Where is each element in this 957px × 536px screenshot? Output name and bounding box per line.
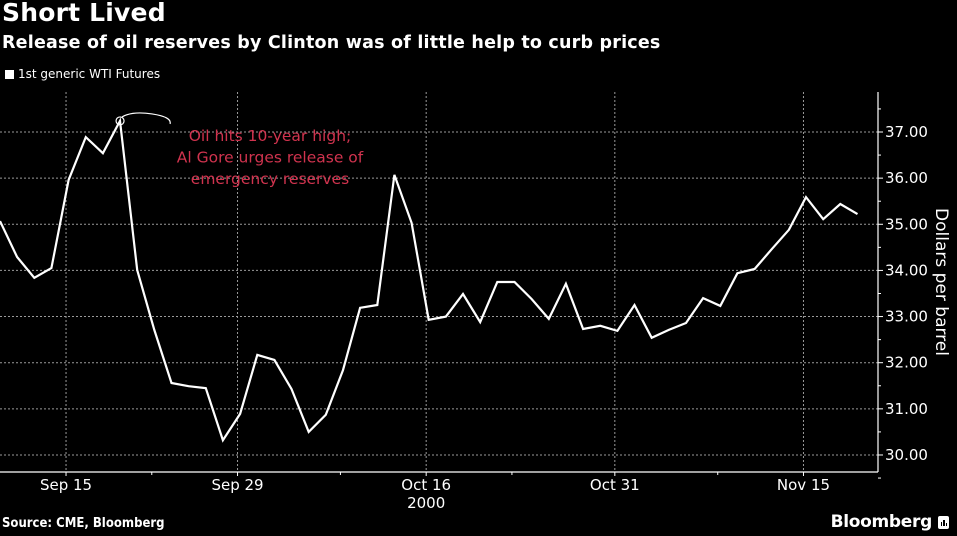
x-tick-sublabel: 2000 xyxy=(407,494,445,512)
annotation-leader xyxy=(121,112,171,125)
gridlines xyxy=(0,92,878,472)
y-tick-label: 37.00 xyxy=(885,123,928,141)
x-tick-label: Oct 16 xyxy=(401,476,451,494)
brand: Bloomberg xyxy=(831,512,949,532)
bloomberg-terminal-icon xyxy=(938,515,949,529)
y-tick-label: 36.00 xyxy=(885,169,928,187)
legend-label: 1st generic WTI Futures xyxy=(18,67,161,81)
y-tick-label: 33.00 xyxy=(885,308,928,326)
series-line xyxy=(0,117,859,443)
series-layer xyxy=(0,117,859,443)
x-tick-label: Sep 15 xyxy=(40,476,92,494)
y-tick-label: 35.00 xyxy=(885,215,928,233)
annotation-marker xyxy=(115,116,125,126)
y-tick-label: 32.00 xyxy=(885,354,928,372)
legend-swatch xyxy=(5,69,14,79)
x-tick-label: Oct 31 xyxy=(590,476,640,494)
chart-subtitle: Release of oil reserves by Clinton was o… xyxy=(2,33,661,53)
annotation-text-line: Al Gore urges release of xyxy=(177,149,364,167)
x-tick-label: Nov 15 xyxy=(777,476,830,494)
legend: 1st generic WTI Futures xyxy=(5,67,160,81)
y-axis-label: Dollars per barrel xyxy=(931,208,951,356)
source-note: Source: CME, Bloomberg xyxy=(2,516,165,531)
chart-title: Short Lived xyxy=(2,0,166,27)
annotation-layer: Oil hits 10-year high; Al Gore urges rele… xyxy=(115,112,364,188)
y-tick-label: 34.00 xyxy=(885,261,928,279)
y-tick-label: 30.00 xyxy=(885,446,928,464)
annotation-text-line: Oil hits 10-year high; xyxy=(189,127,352,145)
axes xyxy=(0,92,883,479)
bloomberg-logo: Bloomberg xyxy=(830,512,933,532)
annotation-text-line: emergency reserves xyxy=(191,170,349,188)
y-tick-label: 31.00 xyxy=(885,400,928,418)
tick-labels: 30.00 31.00 32.00 33.00 34.00 35.00 36.00 37.00… xyxy=(40,123,928,512)
x-tick-label: Sep 29 xyxy=(211,476,263,494)
